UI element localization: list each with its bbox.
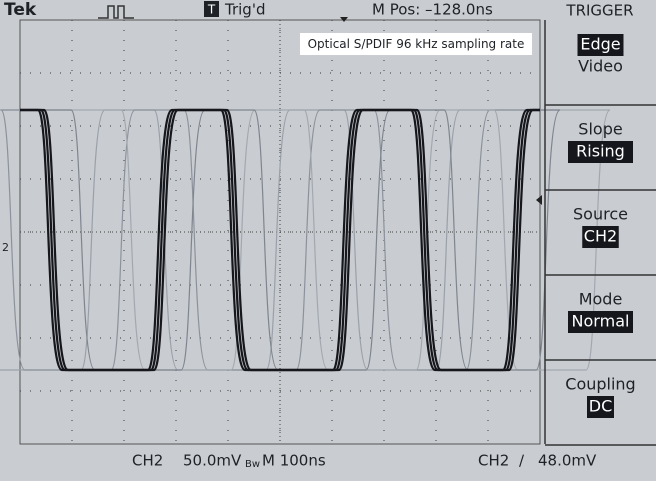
footer-channel: CH2 bbox=[132, 452, 163, 470]
menu-label: Slope bbox=[578, 120, 622, 139]
waveform-traces bbox=[0, 108, 611, 372]
horizontal-position: M Pos: –128.0ns bbox=[372, 1, 493, 19]
menu-label: Mode bbox=[579, 290, 623, 309]
trigger-state: Trig'd bbox=[224, 1, 265, 19]
menu-title: TRIGGER bbox=[565, 2, 633, 20]
trigger-shape-icon bbox=[98, 5, 134, 19]
footer-trigger-channel: CH2 bbox=[478, 452, 509, 470]
menu-highlight bbox=[568, 141, 633, 163]
menu-label: Edge bbox=[580, 35, 620, 54]
graticule bbox=[20, 20, 540, 444]
menu-value: CH2 bbox=[584, 227, 617, 246]
main-trace bbox=[20, 108, 540, 372]
menu-highlight bbox=[568, 311, 633, 333]
footer-trigger-slope: ∕ bbox=[519, 452, 525, 470]
annotation-box bbox=[300, 33, 532, 55]
footer-trigger-level: 48.0mV bbox=[538, 452, 597, 470]
menu-value: Rising bbox=[576, 142, 625, 161]
brand: Tek bbox=[4, 0, 37, 20]
menu-label: Source bbox=[573, 205, 628, 224]
screen-border bbox=[19, 19, 541, 445]
menu-value: Normal bbox=[572, 312, 630, 331]
menu-label: Coupling bbox=[565, 375, 635, 394]
menu-highlight bbox=[587, 396, 614, 418]
footer-timebase: M 100ns bbox=[262, 452, 326, 470]
annotation: Optical S/PDIF 96 kHz sampling rate bbox=[308, 37, 525, 51]
channel-marker: 2 bbox=[2, 241, 9, 254]
menu-value: DC bbox=[589, 397, 613, 416]
trigger-icon: T bbox=[207, 3, 216, 17]
footer-scale: 50.0mV bbox=[183, 452, 242, 470]
trigger-icon-box bbox=[204, 1, 219, 17]
trigger-level-marker bbox=[536, 195, 542, 205]
trigger-position-marker bbox=[340, 17, 348, 22]
side-menu: Edge Video Slope Rising Source CH2 Mode Normal C… bbox=[544, 20, 656, 446]
menu-value: Video bbox=[578, 57, 623, 76]
menu-highlight bbox=[582, 226, 619, 248]
menu-highlight bbox=[577, 34, 624, 56]
footer-bandwidth: Bw bbox=[245, 459, 260, 470]
